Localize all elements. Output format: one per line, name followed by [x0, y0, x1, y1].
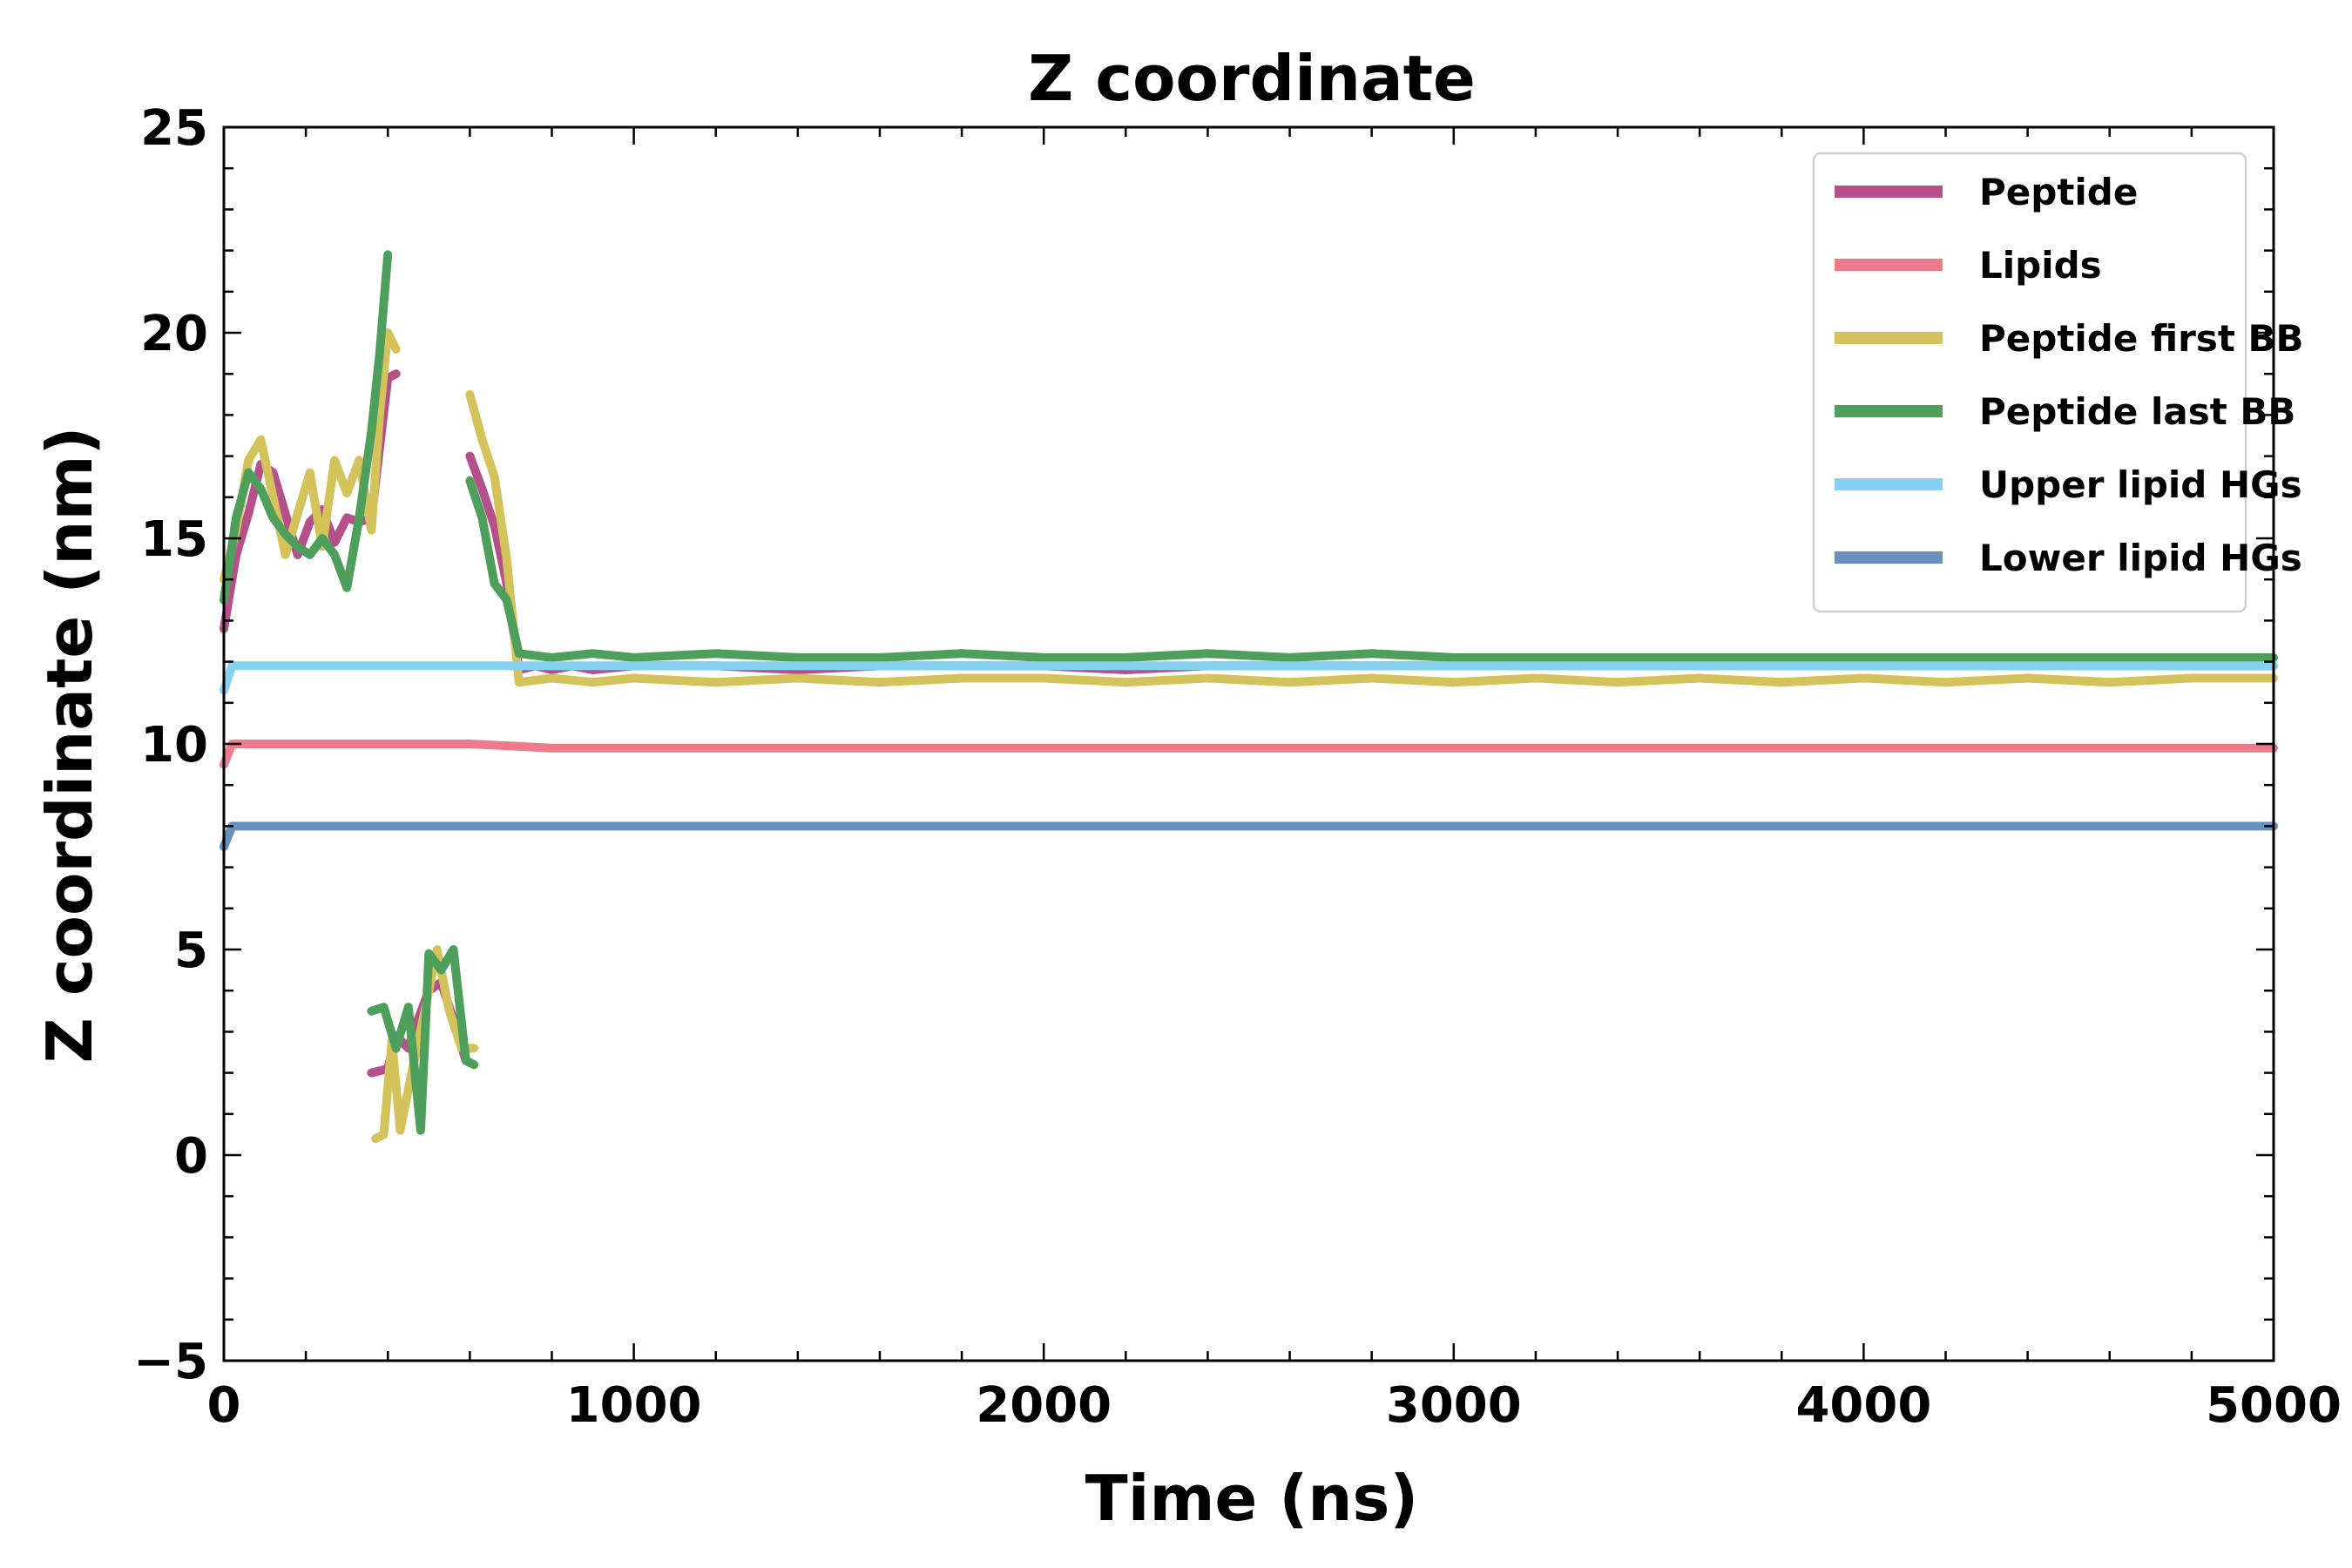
- legend-label: Peptide: [1979, 171, 2138, 213]
- series-line-3-segment-0: [220, 250, 393, 605]
- y-axis: −5 0 5 10 15 20 25: [133, 100, 2274, 1390]
- x-axis-label: Time (ns): [1085, 1462, 1419, 1535]
- series-line-2-segment-0: [220, 328, 401, 585]
- y-tick-label: 10: [140, 717, 208, 774]
- x-tick-label: 4000: [1795, 1377, 1931, 1434]
- y-tick-label: 20: [140, 306, 208, 362]
- plot-lines: [220, 250, 2278, 1144]
- series-line-5-segment-0: [220, 821, 2278, 851]
- legend-label: Peptide last BB: [1979, 390, 2295, 433]
- y-axis-label: Z coordinate (nm): [33, 427, 106, 1064]
- y-tick-label: 5: [174, 923, 208, 979]
- series-line-1-segment-0: [220, 740, 2278, 769]
- series-line-2-segment-1: [465, 389, 2278, 687]
- y-tick-label: −5: [133, 1334, 208, 1390]
- x-tick-label: 3000: [1386, 1377, 1522, 1434]
- series-line-2-segment-2: [371, 945, 479, 1144]
- series-line-4-segment-0: [220, 661, 2278, 695]
- x-tick-label: 5000: [2206, 1377, 2342, 1434]
- x-tick-label: 2000: [976, 1377, 1112, 1434]
- legend: Peptide Lipids Peptide first BB Peptide las…: [1812, 152, 2304, 613]
- chart-title: Z coordinate: [1028, 42, 1476, 115]
- series-line-3-segment-2: [367, 945, 479, 1135]
- legend-label: Upper lipid HGs: [1979, 463, 2302, 506]
- legend-label: Lower lipid HGs: [1979, 537, 2302, 579]
- y-tick-label: 15: [140, 511, 208, 568]
- x-axis: 0 1000 2000 3000 4000 5000: [207, 127, 2342, 1434]
- series-line-3-segment-1: [465, 476, 2278, 662]
- x-tick-label: 0: [207, 1377, 241, 1434]
- y-tick-label: 0: [174, 1128, 208, 1185]
- x-tick-label: 1000: [566, 1377, 702, 1434]
- y-tick-label: 25: [140, 100, 208, 157]
- legend-label: Lipids: [1979, 244, 2102, 287]
- legend-label: Peptide first BB: [1979, 317, 2304, 360]
